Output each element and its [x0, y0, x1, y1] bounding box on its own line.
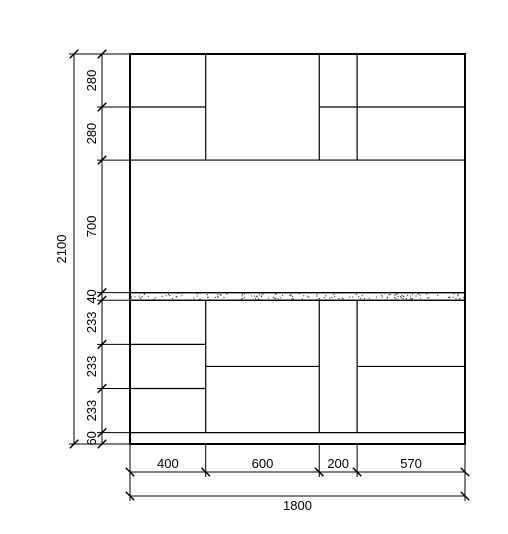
dim-v-label: 700 [84, 216, 99, 238]
dim-h-label: 400 [157, 456, 179, 471]
dim-v-label: 233 [84, 356, 99, 378]
dim-v-label: 40 [84, 289, 99, 303]
dim-v-total: 2100 [54, 235, 69, 264]
dim-v-label: 60 [84, 431, 99, 445]
dim-v-label: 280 [84, 123, 99, 145]
dim-h-label: 200 [327, 456, 349, 471]
dim-h-label: 600 [252, 456, 274, 471]
dim-h-total: 1800 [283, 498, 312, 513]
dim-h-label: 570 [400, 456, 422, 471]
dim-v-label: 233 [84, 400, 99, 422]
dim-v-label: 280 [84, 70, 99, 92]
dim-v-label: 233 [84, 311, 99, 333]
